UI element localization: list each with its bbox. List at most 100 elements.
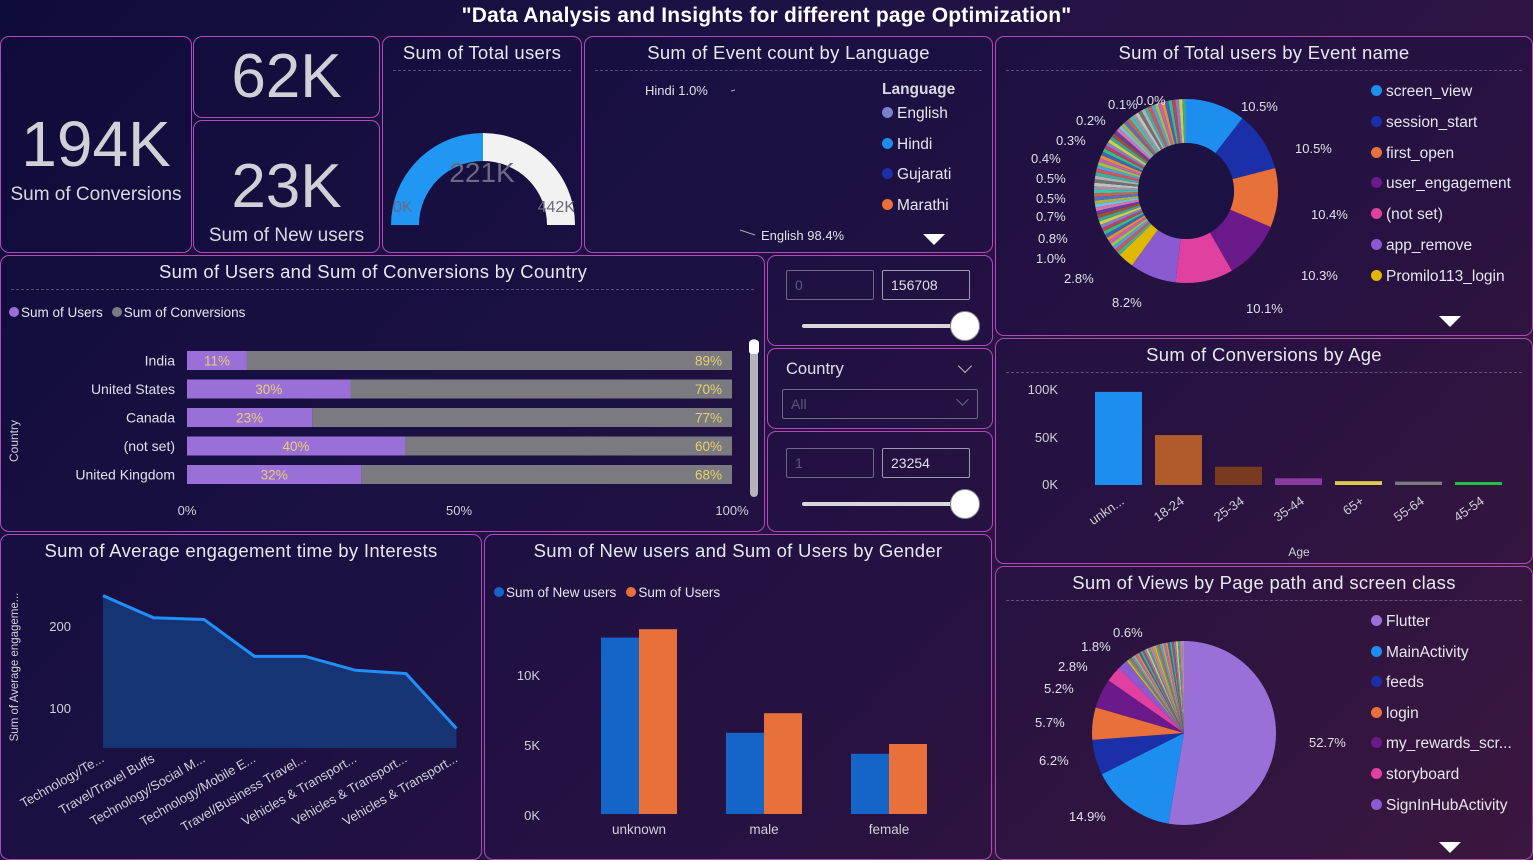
country-users-value: 11% <box>204 354 230 369</box>
legend-label: Flutter <box>1386 613 1430 630</box>
gender-category-label: male <box>749 822 778 837</box>
country-conversions-bar <box>246 351 732 370</box>
event-slice <box>1104 145 1145 169</box>
event-slice <box>1108 216 1147 244</box>
gauge-panel: Sum of Total users 221K 0K 442K <box>382 36 582 253</box>
age-xlabel: Age <box>1288 545 1310 559</box>
country-scrollbar <box>750 339 758 497</box>
views-slice <box>1173 641 1184 733</box>
event-slice <box>1106 215 1146 241</box>
slider2-handle[interactable] <box>950 489 980 519</box>
views-legend-item[interactable]: Flutter <box>1371 613 1430 631</box>
event-slice <box>1123 120 1156 156</box>
gender-bar <box>764 713 802 814</box>
event-pct-label: 0.3% <box>1056 133 1086 148</box>
views-slice <box>1153 645 1184 733</box>
event-legend-more-icon[interactable] <box>1439 316 1461 327</box>
country-users-bar <box>187 408 313 427</box>
event-pct-label: 10.3% <box>1301 268 1338 283</box>
views-slice <box>1128 658 1184 733</box>
event-slice <box>1095 172 1140 183</box>
views-legend-item[interactable]: feeds <box>1371 674 1424 692</box>
event-legend-item[interactable]: user_engagement <box>1371 175 1511 193</box>
views-legend-item[interactable]: login <box>1371 705 1419 723</box>
event-pct-label: 0.5% <box>1036 171 1066 186</box>
event-slice <box>1094 179 1139 187</box>
gender-legend-item[interactable]: Sum of Users <box>626 585 720 600</box>
event-legend-item[interactable]: app_remove <box>1371 237 1472 255</box>
country-legend-item[interactable]: Sum of Conversions <box>111 305 245 320</box>
age-bar <box>1275 478 1322 485</box>
event-legend-item[interactable]: (not set) <box>1371 206 1443 224</box>
slider1-track[interactable] <box>802 324 966 328</box>
age-tick-100k: 100K <box>1028 382 1059 397</box>
gender-legend-item[interactable]: Sum of New users <box>494 585 616 600</box>
country-conversions-bar <box>312 408 732 427</box>
interest-ylabel: Sum of Average engageme... <box>9 593 21 742</box>
age-category-label: 45-54 <box>1451 493 1487 524</box>
views-slice <box>1161 643 1184 733</box>
views-legend-item[interactable]: storyboard <box>1371 766 1459 784</box>
age-category-label: 65+ <box>1340 493 1367 518</box>
event-slice <box>1175 232 1232 283</box>
interest-area-chart: Sum of Average engageme... 200 100 Techn… <box>9 593 460 835</box>
event-pct-label: 0.4% <box>1031 151 1061 166</box>
slider2-max-input[interactable]: 23254 <box>882 448 970 478</box>
language-legend-title: Language <box>882 81 956 98</box>
legend-label: my_rewards_scr... <box>1386 735 1512 753</box>
views-rule <box>1006 600 1522 601</box>
slider2-min-input[interactable]: 1 <box>786 448 874 478</box>
event-legend-item[interactable]: Promilo113_login <box>1371 268 1505 286</box>
views-legend-item[interactable]: my_rewards_scr... <box>1371 735 1512 753</box>
age-bar <box>1095 391 1142 485</box>
views-pie-labels: 52.7% 14.9% 6.2% 5.7% 5.2% 2.8% 1.8%0.6% <box>1035 625 1346 824</box>
event-legend-item[interactable]: first_open <box>1371 145 1454 163</box>
age-rule <box>1006 372 1522 373</box>
views-legend-more-icon[interactable] <box>1439 842 1461 853</box>
event-donut-slices <box>1094 99 1278 283</box>
event-slice <box>1100 208 1143 229</box>
country-conversions-value: 77% <box>695 411 722 426</box>
slider2-track[interactable] <box>802 502 966 506</box>
views-legend-item[interactable]: SignInHubActivity <box>1371 797 1507 815</box>
country-filter-label: Country <box>786 360 844 378</box>
views-slice <box>1144 649 1184 733</box>
language-legend-item[interactable]: Hindi <box>882 136 932 154</box>
event-pct-label: 10.1% <box>1246 301 1283 316</box>
event-legend-item[interactable]: session_start <box>1371 114 1477 132</box>
gender-panel: Sum of New users and Sum of Users by Gen… <box>484 534 992 860</box>
views-slice <box>1155 644 1184 733</box>
country-title: Sum of Users and Sum of Conversions by C… <box>159 261 588 282</box>
event-slice <box>1209 209 1271 271</box>
country-users-value: 23% <box>236 411 263 426</box>
event-slice <box>1094 189 1139 194</box>
event-slice <box>1121 123 1154 157</box>
event-slice <box>1111 133 1149 163</box>
slider1-max-input[interactable]: 156708 <box>882 270 970 300</box>
views-slice <box>1179 641 1184 733</box>
legend-dot-icon <box>1371 645 1382 657</box>
language-legend-item[interactable]: Gujarati <box>882 166 951 184</box>
gender-bar-chart: 10K 5K 0K unknown male female <box>517 629 927 837</box>
country-legend-item[interactable]: Sum of Users <box>9 305 103 320</box>
language-title: Sum of Event count by Language <box>647 42 930 63</box>
chevron-down-icon[interactable] <box>957 358 973 374</box>
slider1-handle[interactable] <box>950 311 980 341</box>
country-filter-select[interactable]: All <box>782 389 978 419</box>
event-slice <box>1114 221 1151 253</box>
language-legend-item[interactable]: Marathi <box>882 197 949 215</box>
views-legend-item[interactable]: MainActivity <box>1371 644 1469 662</box>
event-pct-label: 8.2% <box>1112 295 1142 310</box>
slider1-min-input[interactable]: 0 <box>786 270 874 300</box>
country-users-value: 40% <box>282 439 309 454</box>
event-legend-item[interactable]: screen_view <box>1371 83 1472 101</box>
language-legend-more-icon[interactable] <box>923 234 945 245</box>
event-title: Sum of Total users by Event name <box>1118 42 1410 63</box>
language-legend-item[interactable]: English <box>882 105 948 123</box>
event-slice <box>1215 118 1276 180</box>
interest-tick-200: 200 <box>49 619 71 634</box>
kpi-conversions-label: Sum of Conversions <box>10 184 182 205</box>
event-slice <box>1110 218 1148 247</box>
legend-label: Marathi <box>897 196 949 214</box>
legend-dot-icon <box>882 107 893 118</box>
